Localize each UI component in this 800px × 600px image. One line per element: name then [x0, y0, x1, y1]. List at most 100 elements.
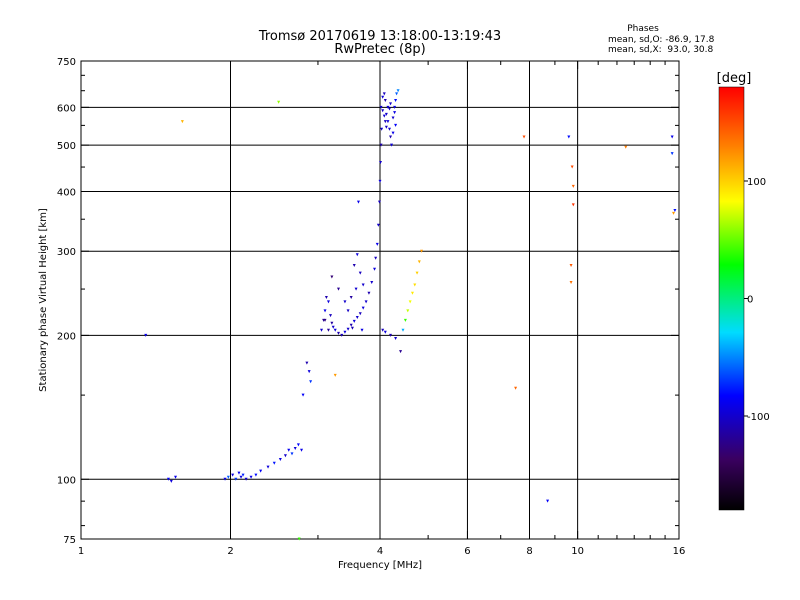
data-point [234, 477, 238, 481]
chart-subtitle: RwPretec (8p) [334, 42, 425, 57]
data-point [352, 319, 356, 323]
data-point [241, 473, 245, 477]
stats-line-o: mean, sd,O: -86.9, 17.8 [608, 35, 715, 45]
data-point [370, 281, 374, 285]
y-axis-label: Stationary phase Virtual Height [km] [38, 208, 49, 392]
x-tick-label: 2 [227, 546, 233, 557]
data-point [546, 499, 550, 503]
data-point [296, 443, 300, 447]
stats-title: Phases [627, 24, 659, 34]
data-point [391, 131, 395, 135]
data-point [386, 105, 390, 109]
data-point [378, 179, 382, 183]
x-axis-ticks: 1 2 4 6 8 10 16 [78, 61, 685, 557]
grid-lines [81, 61, 679, 539]
data-point [309, 380, 313, 384]
data-point [354, 287, 358, 291]
data-point [244, 477, 248, 481]
data-point [420, 249, 424, 253]
data-point [277, 100, 281, 104]
data-point [387, 107, 391, 111]
data-point [290, 452, 294, 456]
data-point [376, 223, 380, 227]
chart-title: Tromsø 20170619 13:18:00-13:19:43 [258, 29, 501, 44]
colorbar-tick-label: 0 [747, 295, 753, 306]
data-point [323, 309, 327, 313]
data-point [391, 116, 395, 120]
data-point [396, 89, 400, 93]
data-point [356, 200, 360, 204]
data-point [287, 448, 291, 452]
data-point [355, 253, 359, 257]
data-point [307, 370, 311, 374]
data-point [350, 326, 354, 330]
data-point [389, 102, 393, 106]
data-point [272, 461, 276, 465]
data-point [374, 256, 378, 260]
data-point [571, 184, 575, 188]
y-tick-label: 200 [57, 331, 76, 342]
data-point [381, 109, 385, 113]
data-point [358, 312, 362, 316]
data-point [567, 135, 571, 139]
data-point [364, 300, 368, 304]
data-point [384, 112, 388, 116]
data-point [333, 328, 337, 332]
data-point [324, 296, 328, 300]
data-point [361, 306, 365, 310]
data-point [323, 318, 327, 322]
data-point [413, 283, 417, 287]
data-point [406, 309, 410, 313]
data-point [259, 469, 263, 473]
y-tick-label: 500 [57, 141, 76, 152]
data-point [329, 314, 333, 318]
data-point [231, 473, 235, 477]
data-point [377, 200, 381, 204]
data-point [390, 143, 394, 147]
data-point [330, 275, 334, 279]
data-point [386, 120, 390, 124]
data-point [330, 321, 334, 325]
data-point [254, 473, 258, 477]
data-point [305, 361, 309, 365]
data-point [393, 111, 397, 115]
y-tick-label: 75 [63, 535, 76, 546]
data-point [343, 330, 347, 334]
data-point [278, 457, 282, 461]
data-point [514, 386, 518, 390]
data-point [293, 446, 297, 450]
data-point [346, 327, 350, 331]
colorbar-tick-label: 100 [747, 177, 766, 188]
data-point [297, 537, 301, 541]
data-point [393, 105, 397, 109]
data-point [237, 471, 241, 475]
data-point [375, 242, 379, 246]
data-point [367, 291, 371, 295]
data-point [383, 99, 387, 103]
data-point [570, 165, 574, 169]
data-point [415, 271, 419, 275]
data-point [380, 127, 384, 131]
data-point [394, 337, 398, 341]
y-tick-label: 600 [57, 103, 76, 114]
data-point [360, 328, 364, 332]
data-point [223, 477, 227, 481]
x-tick-label: 4 [377, 546, 383, 557]
data-point [266, 465, 270, 469]
data-point [349, 323, 353, 327]
y-tick-label: 400 [57, 187, 76, 198]
data-point [624, 145, 628, 149]
data-point [670, 152, 674, 156]
data-point [340, 333, 344, 337]
data-point [239, 475, 243, 479]
data-point [571, 203, 575, 207]
y-tick-label: 750 [57, 57, 76, 68]
data-point [349, 296, 353, 300]
colorbar-label: [deg] [717, 71, 752, 86]
y-tick-label: 300 [57, 247, 76, 258]
data-point [169, 479, 173, 483]
data-point [403, 318, 407, 322]
data-point [399, 350, 403, 354]
y-tick-label: 100 [57, 475, 76, 486]
data-point [384, 125, 388, 129]
